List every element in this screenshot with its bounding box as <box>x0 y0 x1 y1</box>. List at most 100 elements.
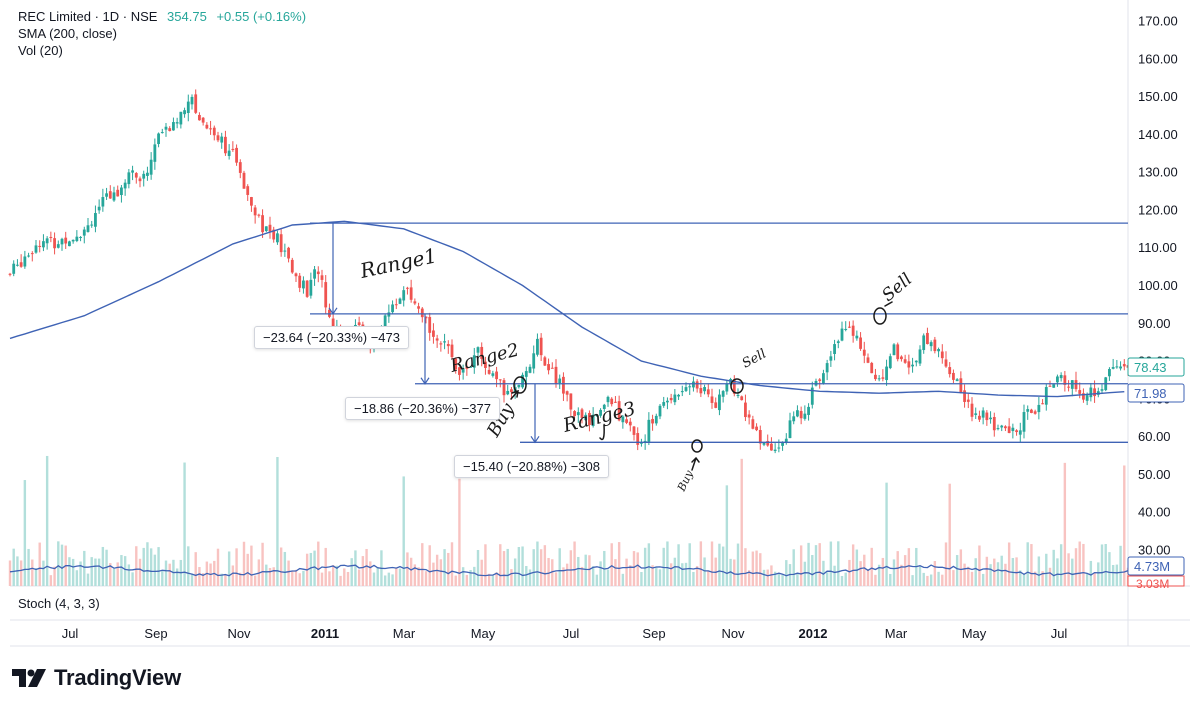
candle-body <box>406 287 409 289</box>
volume-bar <box>1019 570 1022 586</box>
volume-bar <box>97 558 101 586</box>
candle-body <box>569 393 573 410</box>
volume-bar <box>291 570 294 586</box>
tradingview-brand[interactable]: TradingView <box>12 664 181 692</box>
volume-bar <box>885 482 888 586</box>
sma-legend[interactable]: SMA (200, close) <box>18 26 117 41</box>
volume-legend[interactable]: Vol (20) <box>18 43 63 58</box>
candle-body <box>276 233 279 243</box>
volume-bar <box>450 542 454 586</box>
candle-body <box>506 390 510 395</box>
candle-body <box>1093 388 1096 397</box>
volume-bar <box>335 565 339 586</box>
volume-bar <box>562 567 565 586</box>
volume-bar <box>424 571 428 586</box>
volume-bar <box>770 565 773 586</box>
candle-body <box>699 388 703 394</box>
candle-body <box>777 447 781 449</box>
volume-bar <box>120 555 123 586</box>
candle-body <box>966 399 970 402</box>
volume-bar <box>1045 553 1048 586</box>
candle-body <box>231 148 235 150</box>
volume-bar <box>161 571 164 586</box>
candle-body <box>640 442 643 444</box>
candle-body <box>30 253 34 255</box>
candle-body <box>547 364 550 371</box>
candle-body <box>454 358 458 370</box>
volume-bar <box>669 563 673 586</box>
measure-arrows <box>328 223 540 444</box>
volume-bar <box>647 543 651 586</box>
volume-bar <box>365 548 368 586</box>
volume-bar <box>34 568 38 586</box>
candle-body <box>695 381 699 389</box>
volume-bar <box>502 551 506 586</box>
volume-bar <box>1108 552 1111 586</box>
candle-body <box>833 344 836 354</box>
candle-body <box>242 172 246 189</box>
candle-body <box>465 366 469 369</box>
candle-body <box>614 401 617 403</box>
candle-body <box>1067 386 1070 388</box>
candle-body <box>636 433 640 445</box>
candle-body <box>428 316 432 333</box>
candle-body <box>747 414 751 418</box>
candle-body <box>261 215 264 233</box>
volume-bar <box>294 569 298 586</box>
volume-bar <box>1074 548 1078 586</box>
buy-arrow-1 <box>510 389 519 400</box>
candle-body <box>550 367 554 369</box>
sma-tag-bg <box>1127 383 1185 403</box>
volume-bar <box>543 545 547 586</box>
candle-body <box>216 135 220 141</box>
candle-body <box>610 398 614 405</box>
volume-bar <box>1097 562 1100 586</box>
price-change: +0.55 (+0.16%) <box>216 9 307 24</box>
vol-sma-tag: 4.73M <box>1134 559 1170 574</box>
candle-body <box>220 136 224 143</box>
candle-body <box>1063 375 1067 385</box>
volume-bar <box>439 559 443 586</box>
candle-body <box>1000 425 1004 428</box>
volume-bar <box>551 559 554 586</box>
candle-body <box>911 364 914 367</box>
candle-body <box>822 373 825 384</box>
candle-body <box>576 412 580 416</box>
volume-bar <box>666 541 669 586</box>
candle-body <box>766 440 770 446</box>
symbol-header[interactable]: REC Limited · 1D · NSE 354.75 +0.55 (+0.… <box>18 9 306 25</box>
volume-bar <box>759 553 762 586</box>
candle-body <box>387 312 391 317</box>
y-tick-label: 50.00 <box>1138 467 1171 482</box>
volume-bar <box>1033 571 1037 586</box>
volume-bar <box>558 548 561 586</box>
volume-bar <box>599 561 602 586</box>
volume-bar <box>525 566 528 586</box>
candle-body <box>762 442 766 445</box>
candle-body <box>146 172 149 176</box>
volume-bar <box>94 558 97 586</box>
candle-body <box>595 414 599 416</box>
candle-body <box>599 409 602 416</box>
volume-bar <box>432 562 435 586</box>
candle-body <box>1078 390 1082 394</box>
stoch-legend[interactable]: Stoch (4, 3, 3) <box>18 596 100 611</box>
volume-bar <box>554 572 558 586</box>
candle-body <box>591 414 595 426</box>
volume-bar <box>889 573 892 586</box>
candle-body <box>1111 367 1115 369</box>
volume-bar <box>149 548 153 586</box>
candle-body <box>539 337 543 356</box>
volume-bar <box>736 543 740 586</box>
candle-body <box>279 234 283 253</box>
volume-bar <box>175 568 179 586</box>
volume-bar <box>79 561 82 586</box>
candle-body <box>443 341 446 343</box>
candle-body <box>658 405 662 417</box>
volume-bar <box>755 550 758 586</box>
candle-body <box>929 342 933 347</box>
candle-body <box>458 367 461 375</box>
volume-bar <box>970 571 974 586</box>
candle-body <box>172 122 175 131</box>
